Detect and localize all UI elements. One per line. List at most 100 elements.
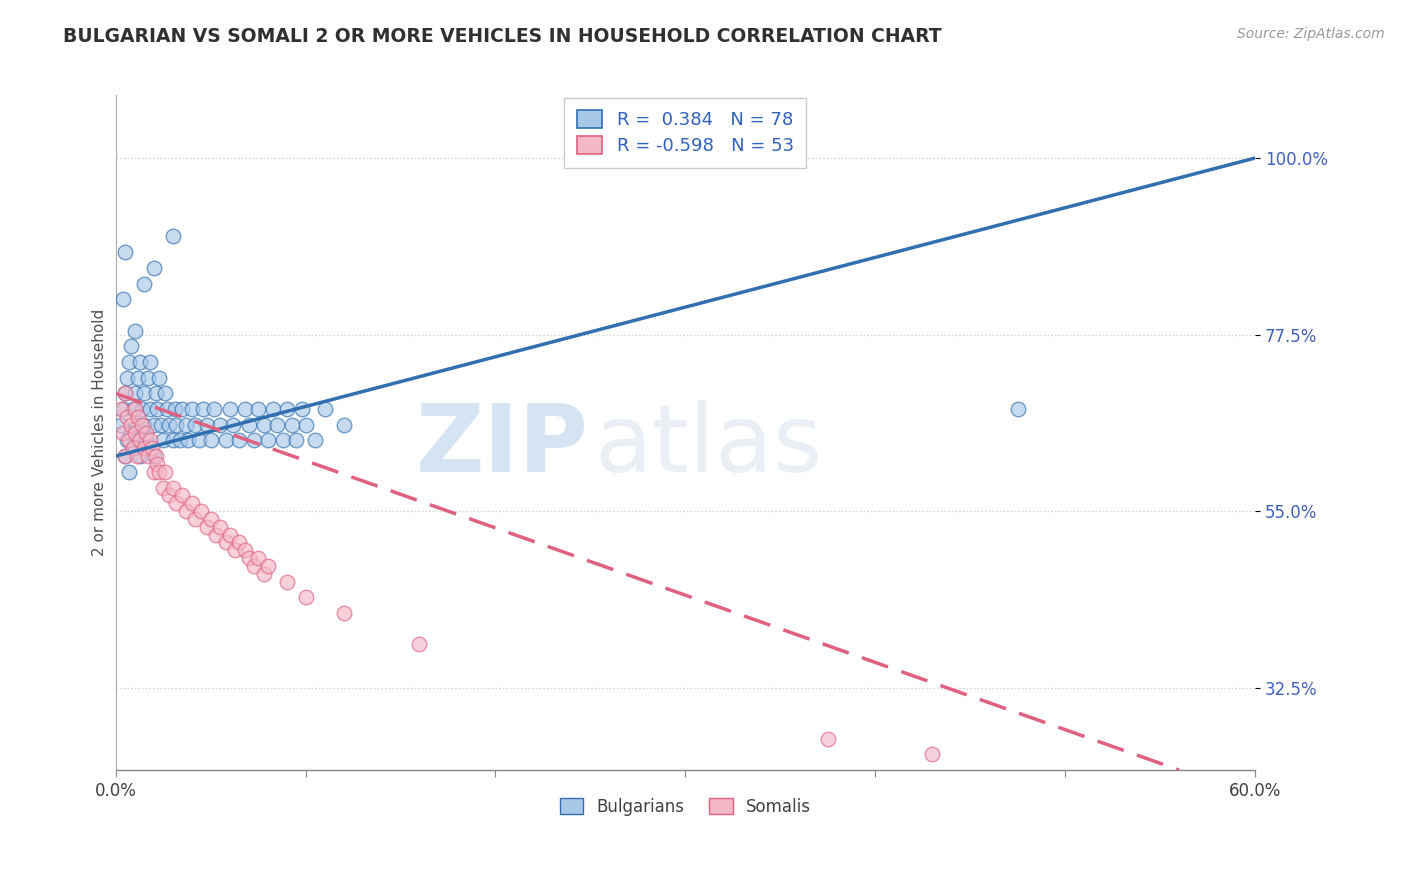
Point <box>256 559 278 574</box>
Point <box>218 527 240 541</box>
Point <box>215 434 238 448</box>
Point <box>304 434 326 448</box>
Point <box>152 481 174 495</box>
Point <box>184 417 207 432</box>
Point <box>124 324 146 338</box>
Point <box>174 504 197 518</box>
Point <box>135 434 157 448</box>
Point <box>152 434 174 448</box>
Point <box>112 425 135 440</box>
Point <box>146 402 169 417</box>
Point <box>120 425 142 440</box>
Point <box>233 543 256 558</box>
Point <box>222 417 245 432</box>
Point <box>157 417 180 432</box>
Point <box>253 417 276 432</box>
Point <box>262 402 284 417</box>
Point <box>153 465 176 479</box>
Point <box>228 434 250 448</box>
Point <box>276 574 298 589</box>
Point <box>145 449 167 463</box>
Point <box>247 402 270 417</box>
Point <box>120 339 142 353</box>
Point <box>162 229 184 244</box>
Point <box>114 449 136 463</box>
Point <box>314 402 336 417</box>
Point <box>127 434 149 448</box>
Point <box>202 402 225 417</box>
Point <box>266 417 288 432</box>
Point <box>332 606 354 620</box>
Point <box>228 535 250 549</box>
Point <box>332 417 354 432</box>
Point <box>205 527 228 541</box>
Point <box>120 417 142 432</box>
Text: ZIP: ZIP <box>416 401 589 492</box>
Point <box>243 559 266 574</box>
Point <box>110 402 132 417</box>
Point <box>243 434 266 448</box>
Point <box>163 402 186 417</box>
Point <box>125 449 148 463</box>
Point <box>142 449 165 463</box>
Point <box>112 402 135 417</box>
Point <box>153 386 176 401</box>
Point <box>134 442 156 456</box>
Point <box>134 386 156 401</box>
Point <box>134 277 156 291</box>
Point <box>146 457 169 471</box>
Point <box>156 402 179 417</box>
Point <box>134 417 156 432</box>
Point <box>114 245 136 260</box>
Point <box>136 449 159 463</box>
Point <box>180 496 202 510</box>
Point <box>1007 402 1029 417</box>
Point <box>256 434 278 448</box>
Point <box>224 543 246 558</box>
Point <box>285 434 308 448</box>
Point <box>127 409 149 424</box>
Point <box>129 449 152 463</box>
Y-axis label: 2 or more Vehicles in Household: 2 or more Vehicles in Household <box>93 309 107 557</box>
Point <box>135 425 157 440</box>
Point <box>195 520 218 534</box>
Point <box>200 512 222 526</box>
Point <box>139 434 162 448</box>
Point <box>276 402 298 417</box>
Point <box>162 481 184 495</box>
Point <box>118 355 141 369</box>
Point <box>294 591 316 605</box>
Point <box>165 496 187 510</box>
Point <box>124 442 146 456</box>
Point <box>191 402 214 417</box>
Point <box>125 417 148 432</box>
Point <box>118 434 141 448</box>
Point <box>247 551 270 566</box>
Point <box>921 747 943 762</box>
Point <box>114 386 136 401</box>
Point <box>139 402 162 417</box>
Point <box>124 386 146 401</box>
Point <box>165 417 187 432</box>
Text: atlas: atlas <box>595 401 823 492</box>
Point <box>162 434 184 448</box>
Point <box>172 402 194 417</box>
Point <box>238 417 260 432</box>
Point <box>148 465 170 479</box>
Point <box>817 731 839 746</box>
Point <box>195 417 218 432</box>
Point <box>129 355 152 369</box>
Point <box>157 488 180 502</box>
Point <box>174 417 197 432</box>
Point <box>188 434 211 448</box>
Point <box>142 260 165 275</box>
Point <box>291 402 314 417</box>
Point <box>253 566 276 581</box>
Point <box>184 512 207 526</box>
Point <box>145 386 167 401</box>
Point <box>408 637 430 651</box>
Point <box>180 402 202 417</box>
Text: BULGARIAN VS SOMALI 2 OR MORE VEHICLES IN HOUSEHOLD CORRELATION CHART: BULGARIAN VS SOMALI 2 OR MORE VEHICLES I… <box>63 27 942 45</box>
Point <box>121 402 143 417</box>
Point <box>115 409 138 424</box>
